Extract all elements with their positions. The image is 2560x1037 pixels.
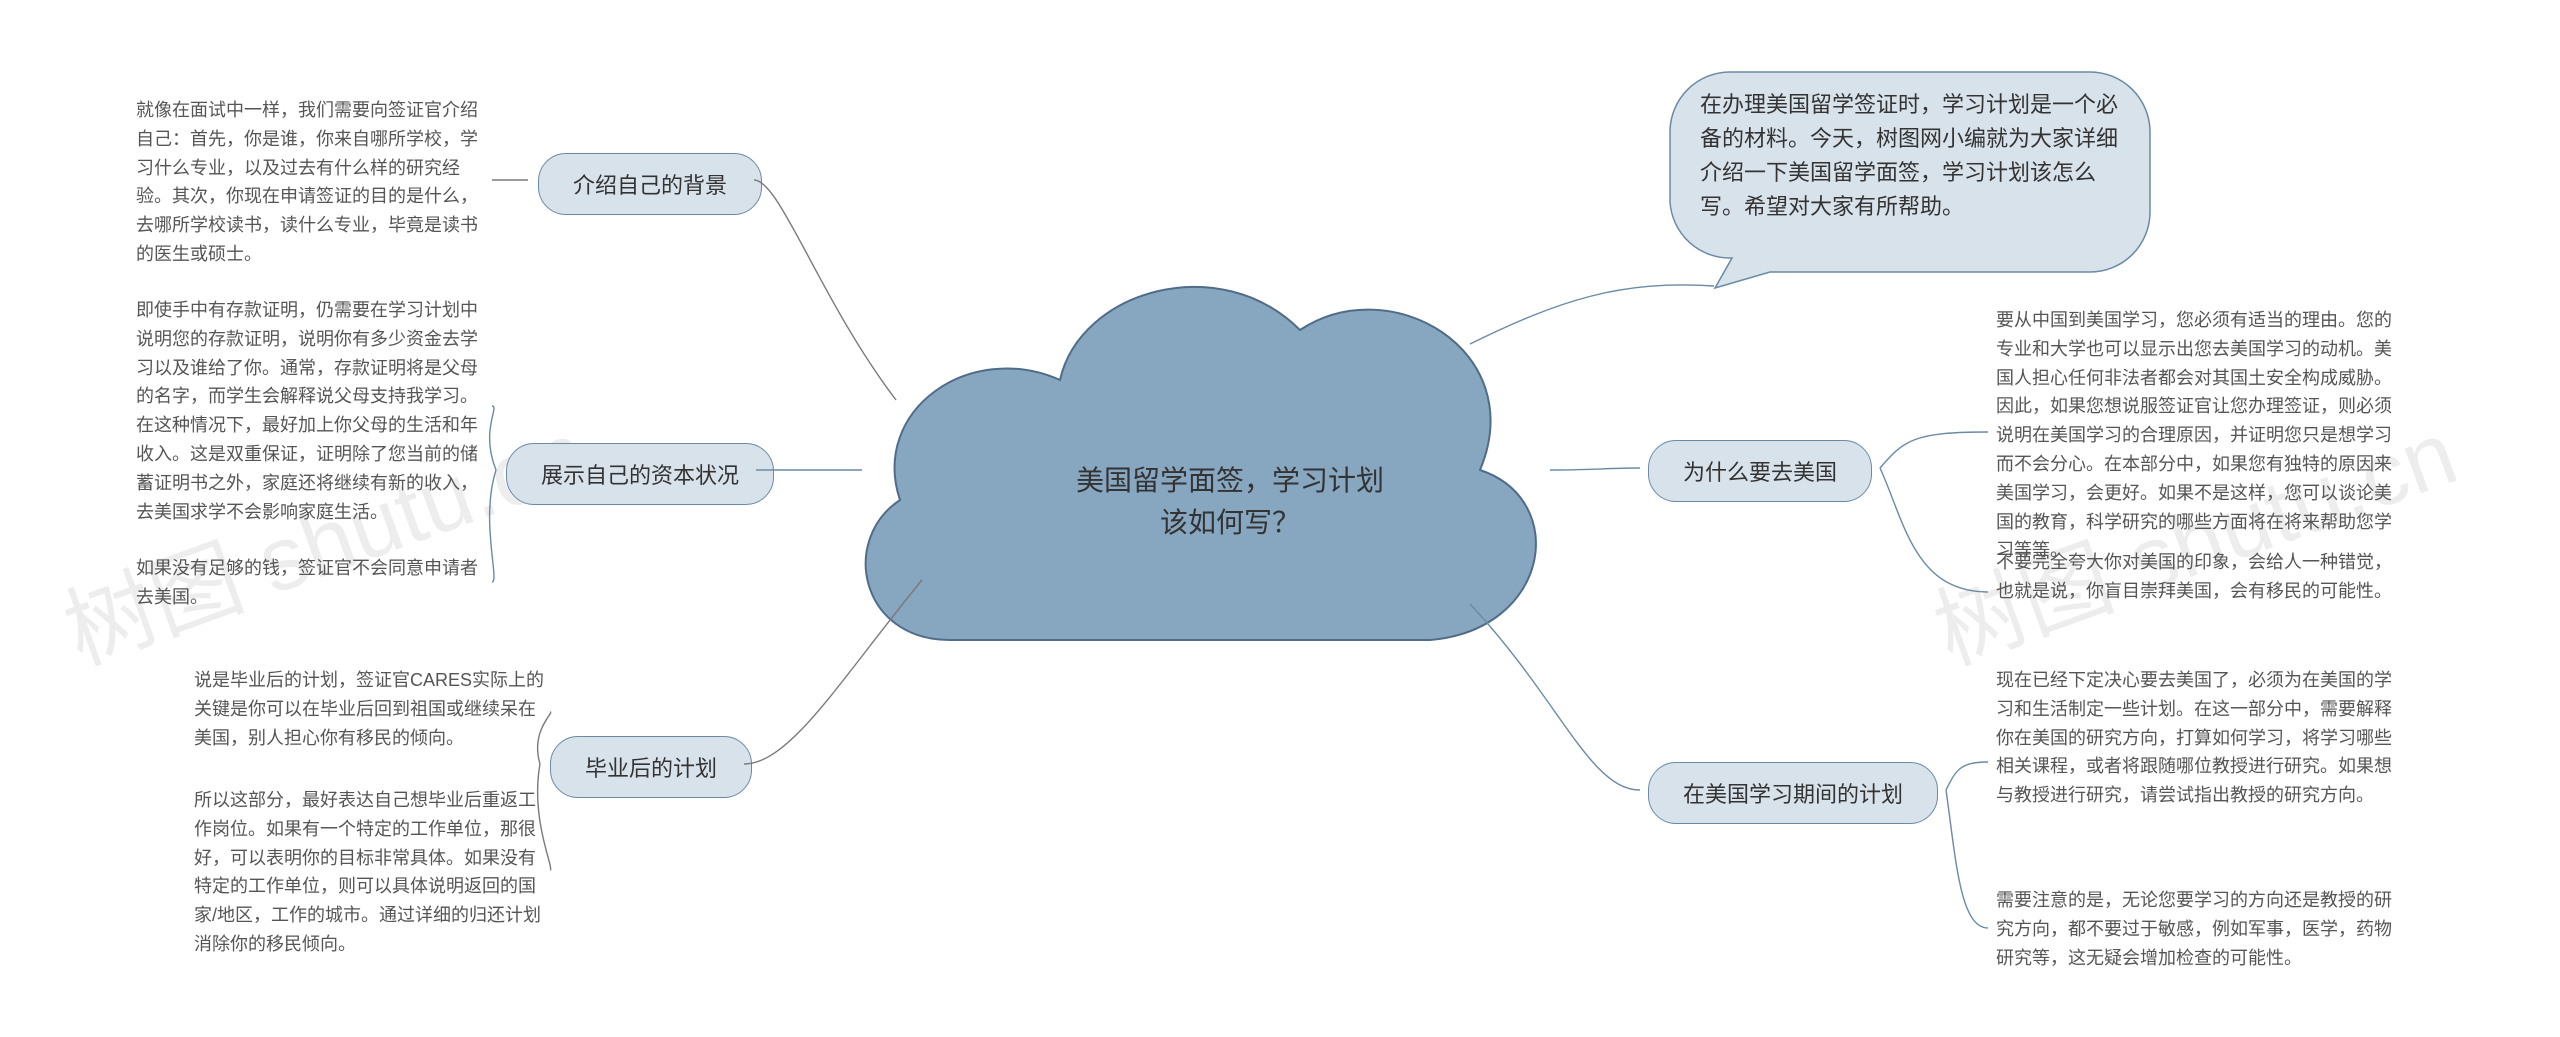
node-background-intro: 介绍自己的背景 — [538, 153, 762, 215]
leaf-text: 需要注意的是，无论您要学习的方向还是教授的研究方向，都不要过于敏感，例如军事，医… — [1996, 886, 2402, 972]
leaf-text: 要从中国到美国学习，您必须有适当的理由。您的专业和大学也可以显示出您去美国学习的… — [1996, 306, 2402, 565]
mindmap-canvas: 树图 shutu.cn 树图 shutu.cn 美国留学面签，学习计划该如何写？… — [0, 0, 2560, 1037]
leaf-text: 就像在面试中一样，我们需要向签证官介绍自己：首先，你是谁，你来自哪所学校，学习什… — [136, 96, 494, 269]
node-after-graduation: 毕业后的计划 — [550, 736, 752, 798]
node-study-plan-in-usa: 在美国学习期间的计划 — [1648, 762, 1938, 824]
intro-speech-text: 在办理美国留学签证时，学习计划是一个必备的材料。今天，树图网小编就为大家详细介绍… — [1700, 88, 2120, 224]
node-why-usa: 为什么要去美国 — [1648, 440, 1872, 502]
center-title: 美国留学面签，学习计划该如何写？ — [1070, 460, 1390, 544]
leaf-text: 所以这部分，最好表达自己想毕业后重返工作岗位。如果有一个特定的工作单位，那很好，… — [194, 786, 552, 959]
node-capital-status: 展示自己的资本状况 — [506, 443, 774, 505]
leaf-text: 如果没有足够的钱，签证官不会同意申请者去美国。 — [136, 554, 494, 612]
leaf-text: 即使手中有存款证明，仍需要在学习计划中说明您的存款证明，说明你有多少资金去学习以… — [136, 296, 494, 526]
leaf-text: 说是毕业后的计划，签证官CARES实际上的关键是你可以在毕业后回到祖国或继续呆在… — [194, 666, 552, 752]
leaf-text: 现在已经下定决心要去美国了，必须为在美国的学习和生活制定一些计划。在这一部分中，… — [1996, 666, 2402, 810]
leaf-text: 不要完全夸大你对美国的印象，会给人一种错觉，也就是说，你盲目崇拜美国，会有移民的… — [1996, 548, 2402, 606]
